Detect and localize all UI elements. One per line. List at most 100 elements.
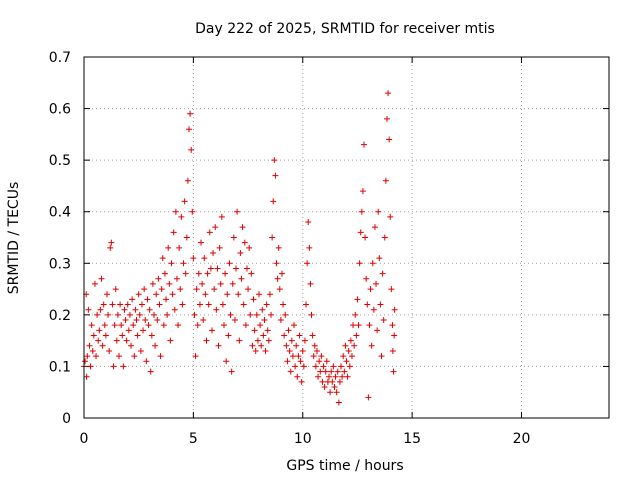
data-point [240, 301, 247, 308]
data-point [141, 286, 148, 293]
data-point [132, 306, 139, 313]
data-point [213, 306, 220, 313]
data-point [122, 317, 129, 324]
data-point [184, 177, 191, 184]
data-point [135, 291, 142, 298]
data-point [299, 347, 306, 354]
data-point [331, 384, 338, 391]
data-point [359, 188, 366, 195]
data-point [334, 368, 341, 375]
data-point [98, 275, 105, 282]
data-point [284, 358, 291, 365]
data-point [165, 244, 172, 251]
data-point [108, 239, 115, 246]
data-point [154, 317, 161, 324]
data-point [362, 234, 369, 241]
data-point [219, 301, 226, 308]
data-point [147, 368, 154, 375]
data-point [371, 224, 378, 231]
data-point [97, 306, 104, 313]
data-point [374, 327, 381, 334]
data-point [187, 110, 194, 117]
data-point [280, 301, 287, 308]
data-point [243, 265, 250, 272]
data-point [121, 306, 128, 313]
data-point [125, 327, 132, 334]
data-point [206, 229, 213, 236]
data-point [149, 280, 156, 287]
data-point [236, 337, 243, 344]
data-point [172, 208, 179, 215]
data-point [323, 358, 330, 365]
data-point [369, 260, 376, 267]
data-point [160, 322, 167, 329]
x-axis-label: GPS time / hours [286, 458, 403, 474]
data-point [119, 332, 126, 339]
y-tick-label: 0.7 [49, 50, 71, 66]
data-point [292, 363, 299, 370]
data-point [259, 306, 266, 313]
data-point [96, 327, 103, 334]
data-point [215, 342, 222, 349]
data-point [378, 353, 385, 360]
data-point [217, 280, 224, 287]
data-point [352, 311, 359, 318]
data-point [296, 332, 303, 339]
data-point [129, 296, 136, 303]
data-point [311, 342, 318, 349]
data-point [205, 301, 212, 308]
data-point [343, 358, 350, 365]
data-point [256, 291, 262, 298]
data-point [99, 342, 106, 349]
data-point [88, 322, 95, 329]
data-point [128, 342, 135, 349]
data-point [173, 275, 180, 282]
data-point [275, 244, 282, 251]
data-point [214, 265, 221, 272]
data-point [318, 353, 325, 360]
data-point [179, 301, 186, 308]
data-point [364, 301, 371, 308]
data-point [183, 234, 190, 241]
data-point [166, 280, 173, 287]
data-point [207, 265, 214, 272]
data-point [146, 306, 153, 313]
data-point [358, 208, 365, 215]
data-point [106, 347, 113, 354]
data-point [346, 363, 353, 370]
data-point [376, 255, 383, 262]
data-point [382, 177, 389, 184]
data-point [225, 332, 232, 339]
grid-lines [84, 57, 609, 418]
data-point [386, 136, 393, 143]
data-point [388, 286, 395, 293]
data-point [137, 347, 144, 354]
data-point [124, 301, 131, 308]
data-point [341, 368, 348, 375]
data-point [191, 311, 198, 318]
data-point [310, 353, 317, 360]
data-point [366, 322, 373, 329]
data-point [91, 280, 98, 287]
x-tick-label: 15 [403, 431, 421, 447]
data-point [164, 311, 171, 318]
data-point [345, 347, 352, 354]
data-point [301, 337, 308, 344]
data-point [237, 249, 244, 256]
data-point [351, 342, 358, 349]
data-point [196, 301, 203, 308]
data-point [309, 332, 316, 339]
data-point [94, 311, 101, 318]
data-point [389, 347, 396, 354]
y-tick-label: 0.4 [49, 205, 71, 221]
data-point [95, 337, 102, 344]
data-point [365, 394, 372, 401]
data-point [136, 311, 143, 318]
data-point [199, 280, 206, 287]
data-point [353, 332, 360, 339]
data-point [389, 322, 396, 329]
data-point [300, 363, 307, 370]
data-point [344, 373, 351, 380]
data-point [151, 311, 157, 318]
